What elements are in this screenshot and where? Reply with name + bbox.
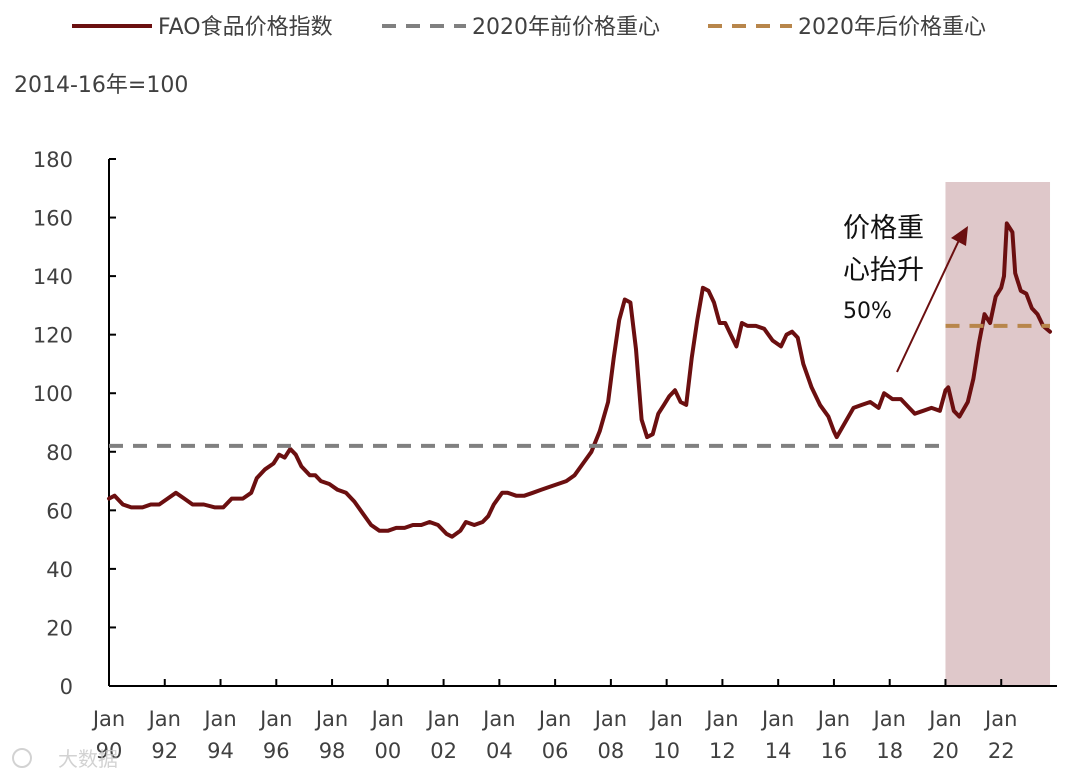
shaded-region-2020-onward bbox=[945, 182, 1051, 686]
x-tick-label-1994-line2: 94 bbox=[207, 739, 234, 763]
annotation-line1: 价格重 bbox=[843, 213, 924, 244]
x-tick-label-1996-line2: 96 bbox=[263, 739, 290, 763]
x-tick-label-2022-line2: 22 bbox=[988, 739, 1015, 763]
x-tick-label-2016-line2: 16 bbox=[821, 739, 848, 763]
annotation-line2: 心抬升 bbox=[843, 255, 924, 286]
watermark-text: 大数据 bbox=[58, 747, 118, 771]
x-tick-label-2008-line1: Jan bbox=[593, 707, 627, 731]
x-tick-label-2006-line2: 06 bbox=[542, 739, 569, 763]
x-tick-label-2006-line1: Jan bbox=[537, 707, 571, 731]
legend: FAO食品价格指数 2020年前价格重心 2020年后价格重心 bbox=[72, 15, 986, 40]
x-tick-label-2020-line1: Jan bbox=[927, 707, 961, 731]
x-tick-label-2008-line2: 08 bbox=[598, 739, 625, 763]
y-tick-label-180: 180 bbox=[33, 148, 73, 172]
y-tick-label-160: 160 bbox=[33, 207, 73, 231]
x-tick-label-2012-line2: 12 bbox=[709, 739, 736, 763]
x-tick-label-1992-line1: Jan bbox=[147, 707, 181, 731]
x-tick-label-2014-line1: Jan bbox=[760, 707, 794, 731]
x-tick-label-2010-line2: 10 bbox=[653, 739, 680, 763]
axes: 020406080100120140160180Jan90Jan92Jan94J… bbox=[33, 148, 1057, 763]
x-tick-label-2016-line1: Jan bbox=[816, 707, 850, 731]
x-tick-label-2010-line1: Jan bbox=[648, 707, 682, 731]
y-tick-label-120: 120 bbox=[33, 324, 73, 348]
legend-pre2020-label: 2020年前价格重心 bbox=[472, 15, 660, 40]
watermark-logo-icon bbox=[12, 748, 32, 768]
x-tick-label-2018-line2: 18 bbox=[876, 739, 903, 763]
unit-label: 2014-16年=100 bbox=[14, 73, 188, 98]
x-tick-label-1998-line2: 98 bbox=[319, 739, 346, 763]
x-tick-label-1990-line1: Jan bbox=[91, 707, 125, 731]
legend-main-label: FAO食品价格指数 bbox=[158, 15, 333, 40]
x-tick-label-2020-line2: 20 bbox=[932, 739, 959, 763]
y-tick-label-0: 0 bbox=[60, 675, 73, 699]
x-tick-label-1994-line1: Jan bbox=[202, 707, 236, 731]
annotation-arrow-shaft bbox=[896, 237, 961, 373]
annotation-arrow-head bbox=[951, 226, 968, 246]
y-tick-label-100: 100 bbox=[33, 382, 73, 406]
x-tick-label-2004-line1: Jan bbox=[481, 707, 515, 731]
x-tick-label-2022-line1: Jan bbox=[983, 707, 1017, 731]
x-tick-label-1992-line2: 92 bbox=[151, 739, 178, 763]
series-layer bbox=[107, 221, 1052, 539]
series-fao-food-price-index bbox=[107, 221, 1052, 539]
x-tick-label-1998-line1: Jan bbox=[314, 707, 348, 731]
y-tick-label-40: 40 bbox=[46, 558, 73, 582]
x-tick-label-2018-line1: Jan bbox=[872, 707, 906, 731]
y-tick-label-20: 20 bbox=[46, 616, 73, 640]
x-tick-label-2002-line2: 02 bbox=[430, 739, 457, 763]
x-tick-label-2002-line1: Jan bbox=[425, 707, 459, 731]
x-tick-label-2014-line2: 14 bbox=[765, 739, 792, 763]
legend-post2020-label: 2020年后价格重心 bbox=[798, 15, 986, 40]
annotation: 价格重 心抬升 50% bbox=[843, 213, 968, 373]
y-tick-label-80: 80 bbox=[46, 441, 73, 465]
x-tick-label-2000-line2: 00 bbox=[374, 739, 401, 763]
x-tick-label-1990-line2: 90 bbox=[96, 739, 123, 763]
watermark: 大数据 bbox=[12, 747, 118, 771]
x-tick-label-2012-line1: Jan bbox=[704, 707, 738, 731]
annotation-percent: 50% bbox=[843, 299, 892, 324]
x-tick-label-2004-line2: 04 bbox=[486, 739, 513, 763]
x-tick-label-1996-line1: Jan bbox=[258, 707, 292, 731]
y-tick-label-60: 60 bbox=[46, 499, 73, 523]
y-tick-label-140: 140 bbox=[33, 265, 73, 289]
x-tick-label-2000-line1: Jan bbox=[370, 707, 404, 731]
